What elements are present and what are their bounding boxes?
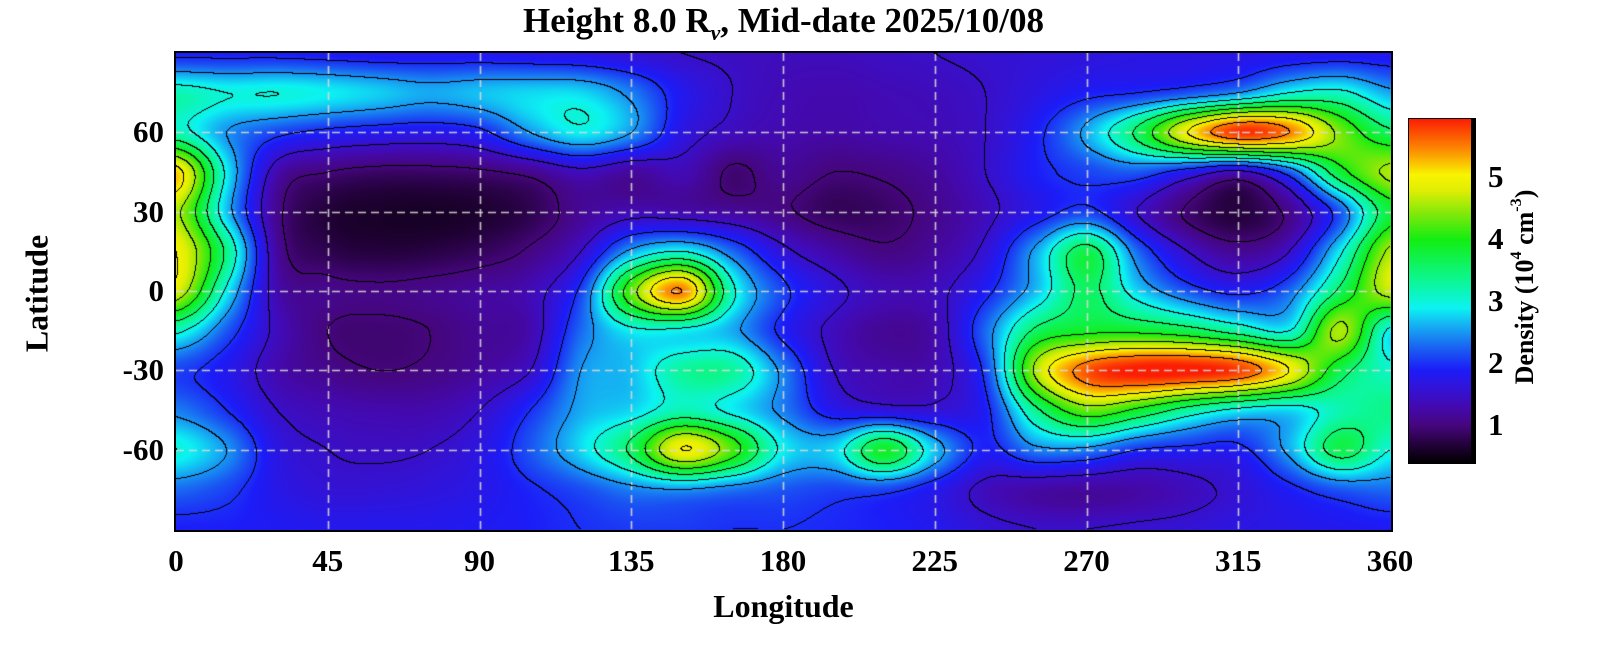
x-tick-label: 90 — [464, 543, 495, 578]
y-tick-label: 0 — [148, 273, 165, 308]
colorbar-label-suffix: ) — [1510, 189, 1539, 199]
colorbar-tick-label: 5 — [1488, 158, 1504, 194]
density-heatmap-canvas — [176, 53, 1391, 530]
x-tick-label: 135 — [608, 543, 655, 578]
chart-title-suffix: , Mid-date 2025/10/08 — [720, 1, 1044, 40]
y-tick-label: 60 — [133, 114, 164, 150]
x-tick-label: 45 — [312, 543, 344, 578]
colorbar-label-sup2: -3 — [1507, 198, 1525, 212]
colorbar-label-mid: cm — [1510, 211, 1539, 252]
colorbar-label: Density (104 cm-3) — [1507, 107, 1540, 467]
colorbar-label-sup1: 4 — [1507, 251, 1525, 260]
chart-title-prefix: Height 8.0 R — [522, 1, 711, 40]
y-tick-label: -60 — [122, 431, 164, 467]
colorbar-gradient — [1408, 118, 1476, 464]
chart-title: Height 8.0 Rv, Mid-date 2025/10/08 — [176, 1, 1391, 45]
x-axis-label: Longitude — [713, 588, 854, 624]
x-tick-label: 315 — [1215, 543, 1262, 578]
x-tick-label: 270 — [1063, 543, 1110, 578]
plot-frame — [174, 51, 1393, 532]
chart-title-subscript: v — [710, 21, 721, 46]
x-tick-label: 180 — [759, 543, 807, 578]
colorbar-tick-label: 2 — [1488, 344, 1504, 380]
x-tick-label: 0 — [168, 543, 184, 578]
x-tick-label: 225 — [911, 543, 959, 578]
colorbar-tick-label: 3 — [1488, 282, 1504, 318]
colorbar-tick-label: 1 — [1488, 406, 1504, 442]
y-tick-label: 30 — [133, 193, 164, 229]
colorbar-tick-label: 4 — [1488, 220, 1504, 256]
y-tick-label: -30 — [122, 352, 164, 388]
colorbar-label-prefix: Density (10 — [1510, 259, 1539, 385]
x-tick-label: 360 — [1366, 543, 1414, 578]
